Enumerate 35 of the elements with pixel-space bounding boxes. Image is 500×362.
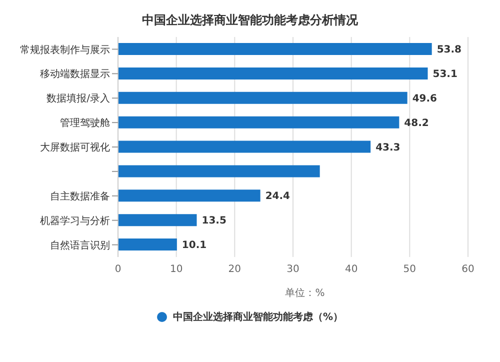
y-tick-label: 常规报表制作与展示 xyxy=(20,44,110,56)
data-label: 24.4 xyxy=(265,191,290,202)
bar xyxy=(118,92,408,104)
data-label: 53.8 xyxy=(436,44,462,56)
data-label: 10.1 xyxy=(182,240,207,252)
data-label: 13.5 xyxy=(202,216,226,227)
x-tick-label: 20 xyxy=(228,264,242,276)
y-tick-label: 自主数据准备 xyxy=(50,190,110,202)
x-tick-label: 0 xyxy=(114,264,122,276)
chart-title: 中国企业选择商业智能功能考虑分析情况 xyxy=(141,12,359,29)
bar xyxy=(118,165,320,178)
data-label: 49.6 xyxy=(412,93,438,104)
y-tick-label: 移动端数据显示 xyxy=(40,68,110,80)
x-tick-label: 40 xyxy=(344,264,358,276)
x-tick-label: 30 xyxy=(286,264,300,276)
x-tick-label: 50 xyxy=(403,264,416,276)
x-tick-label: 10 xyxy=(170,264,183,276)
y-tick-label: 机器学习与分析 xyxy=(40,214,110,227)
x-tick-label: 60 xyxy=(462,264,474,276)
y-tick-label: 管理驾驶舱 xyxy=(60,117,110,130)
data-label: 48.2 xyxy=(404,118,429,129)
y-tick-label: 大屏数据可视化 xyxy=(40,142,110,154)
legend-label: 中国企业选择商业智能功能考虑（%） xyxy=(172,310,344,324)
y-tick-label: 数据填报/录入 xyxy=(46,92,110,105)
bar xyxy=(118,43,432,55)
bar xyxy=(118,238,177,251)
data-label: 43.3 xyxy=(376,142,400,154)
x-axis-title: 单位：% xyxy=(284,286,326,300)
bar xyxy=(118,140,371,153)
bar xyxy=(118,214,197,226)
bar xyxy=(118,116,400,128)
y-tick-label: 自然语言识别 xyxy=(50,239,110,252)
bar xyxy=(118,190,260,202)
bar xyxy=(118,67,428,80)
data-label: 53.1 xyxy=(432,68,458,80)
